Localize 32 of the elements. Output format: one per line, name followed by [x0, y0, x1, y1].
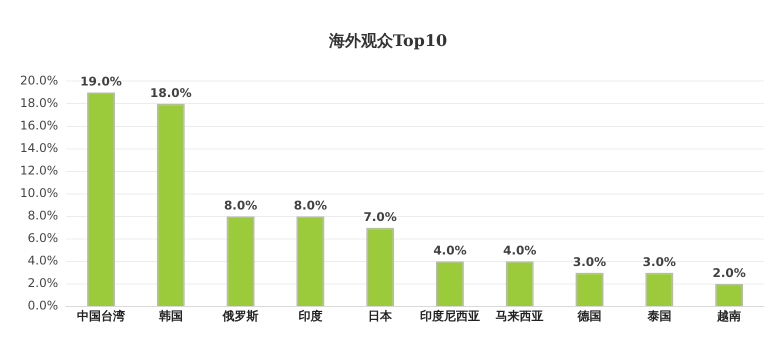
y-tick-label: 6.0% — [28, 231, 58, 246]
y-tick-label: 2.0% — [28, 276, 58, 290]
x-tick-label: 俄罗斯 — [222, 308, 259, 323]
y-tick-label: 18.0% — [20, 96, 58, 110]
data-label: 19.0% — [80, 74, 122, 89]
y-tick-label: 20.0% — [20, 73, 58, 88]
y-tick-label: 4.0% — [28, 254, 58, 268]
data-label: 4.0% — [503, 244, 536, 258]
y-tick-label: 16.0% — [20, 118, 58, 132]
data-label: 8.0% — [224, 198, 258, 213]
y-tick-label: 8.0% — [28, 208, 58, 223]
x-tick-label: 马来西亚 — [496, 308, 544, 323]
x-tick-label: 韩国 — [158, 308, 183, 323]
x-tick-label: 泰国 — [646, 308, 672, 323]
chart-title: 海外观众Top10 — [328, 30, 448, 50]
x-tick-label: 中国台湾 — [77, 308, 126, 323]
data-label: 7.0% — [364, 210, 397, 224]
x-tick-label: 德国 — [576, 308, 602, 323]
y-tick-label: 0.0% — [28, 298, 58, 313]
x-tick-label: 日本 — [368, 308, 394, 323]
x-tick-label: 印度尼西亚 — [420, 308, 480, 323]
y-tick-label: 14.0% — [20, 140, 58, 155]
y-tick-label: 12.0% — [20, 163, 58, 178]
data-label: 3.0% — [572, 254, 606, 269]
data-label: 4.0% — [433, 244, 467, 258]
data-label: 18.0% — [150, 86, 192, 100]
y-tick-label: 10.0% — [20, 186, 58, 200]
x-tick-label: 越南 — [716, 308, 742, 323]
x-tick-label: 印度 — [298, 308, 322, 323]
data-label: 8.0% — [294, 198, 328, 213]
data-label: 3.0% — [642, 254, 676, 269]
data-label: 2.0% — [712, 266, 746, 280]
